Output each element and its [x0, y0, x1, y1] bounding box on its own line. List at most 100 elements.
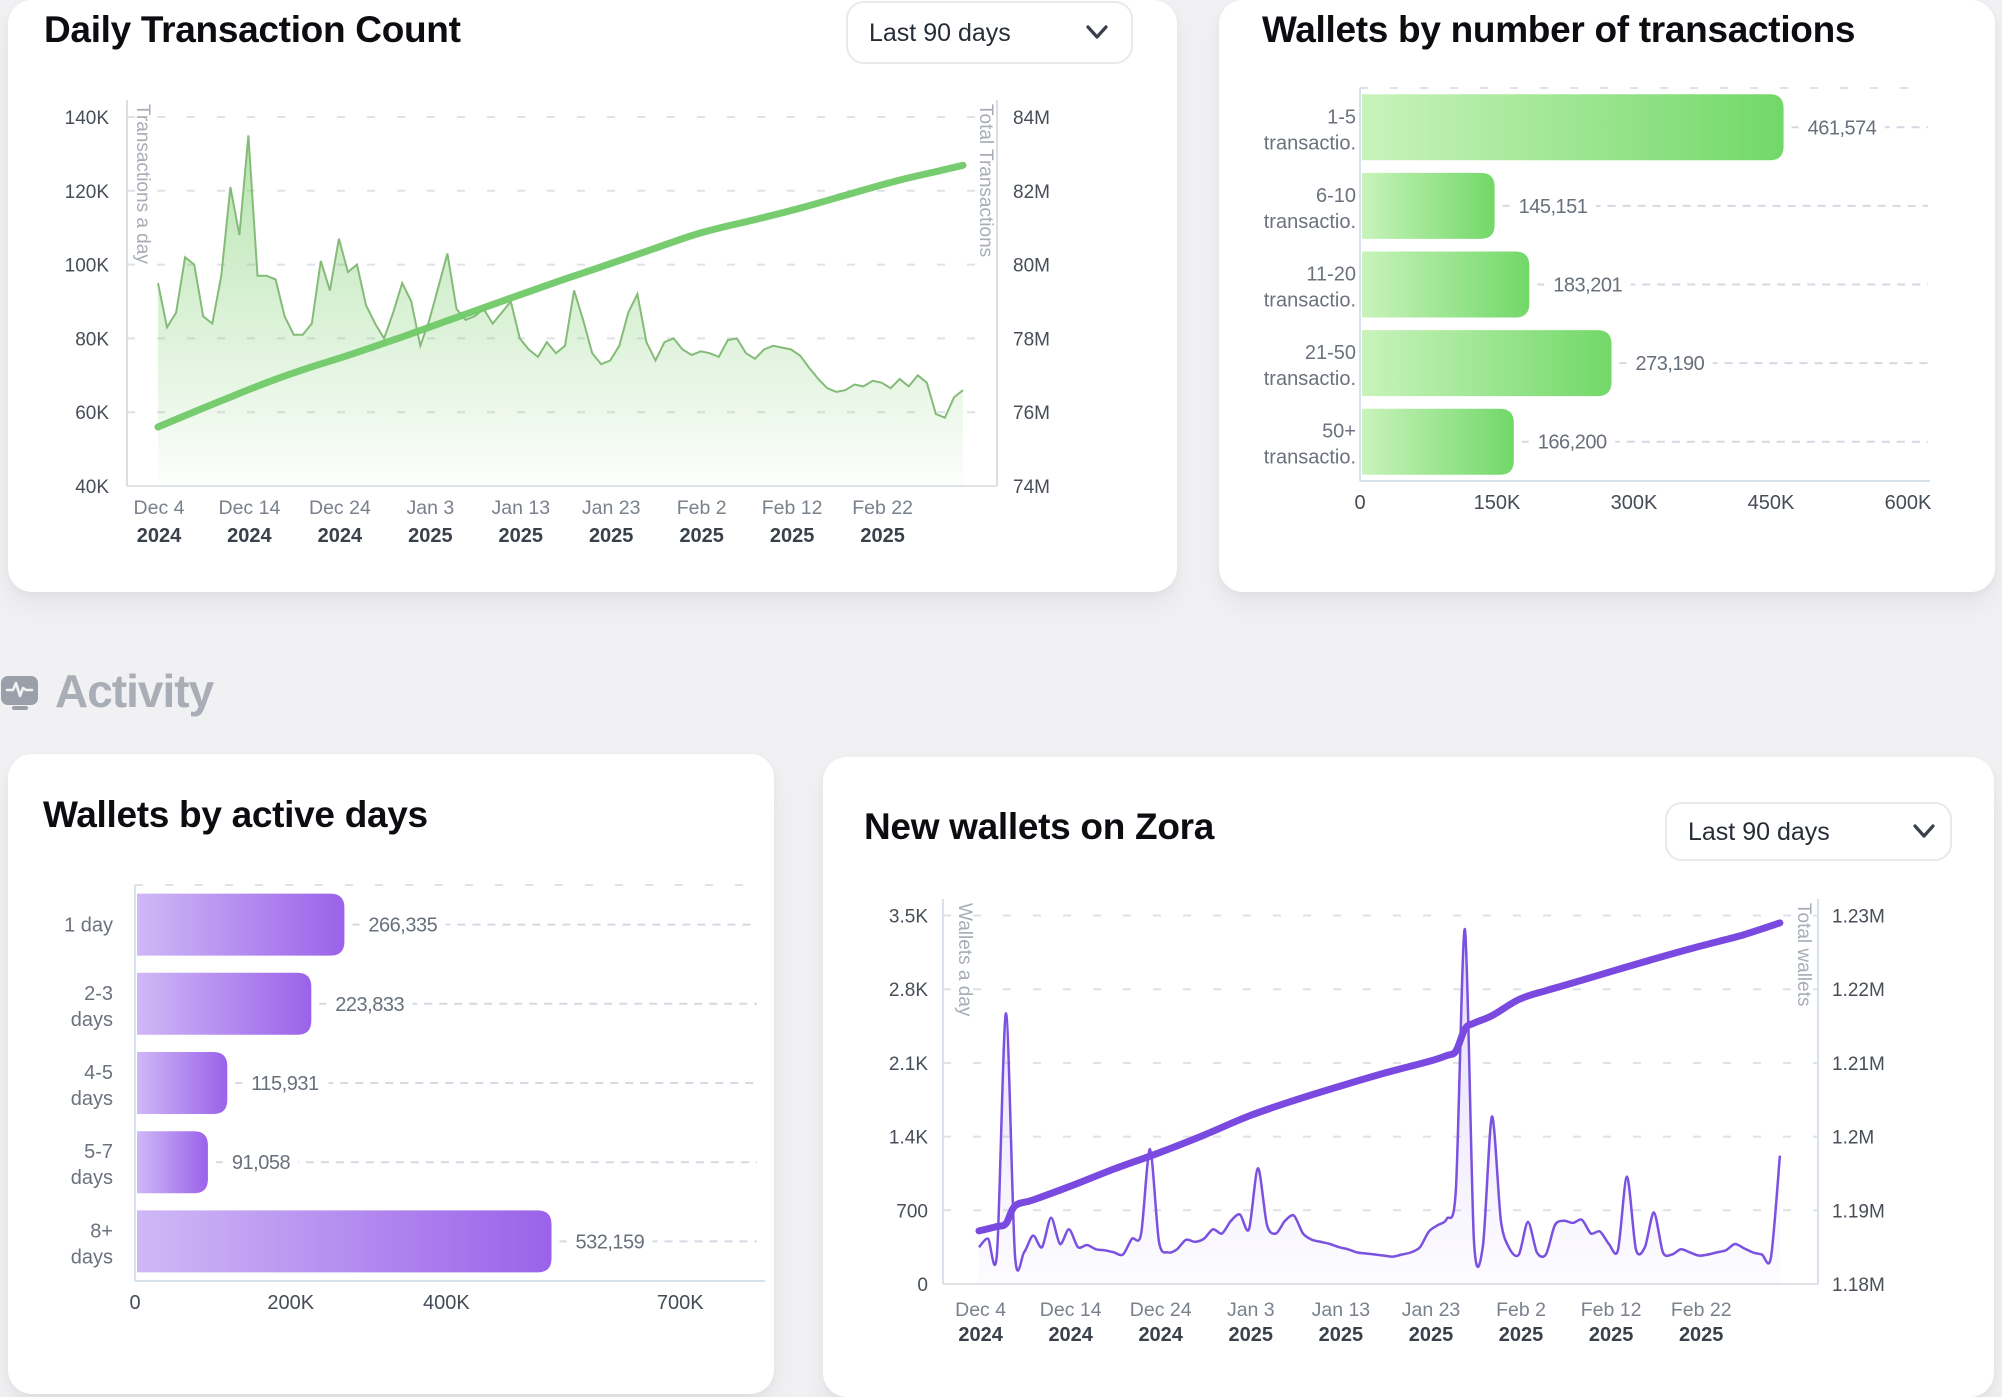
svg-text:200K: 200K [267, 1292, 314, 1314]
svg-text:2025: 2025 [1679, 1324, 1724, 1346]
svg-text:5-7: 5-7 [84, 1141, 113, 1163]
svg-text:2025: 2025 [1319, 1324, 1364, 1346]
svg-text:Dec 4: Dec 4 [955, 1299, 1006, 1321]
svg-text:2024: 2024 [1048, 1324, 1093, 1346]
svg-text:Feb 22: Feb 22 [852, 497, 913, 519]
svg-text:461,574: 461,574 [1808, 117, 1877, 139]
svg-text:120K: 120K [65, 182, 110, 203]
svg-text:74M: 74M [1013, 477, 1050, 498]
svg-text:150K: 150K [1474, 492, 1521, 514]
svg-text:1.22M: 1.22M [1832, 980, 1885, 1001]
svg-text:Jan 23: Jan 23 [582, 497, 641, 519]
svg-text:Wallets by active days: Wallets by active days [43, 794, 428, 835]
svg-text:2025: 2025 [499, 525, 544, 547]
svg-text:532,159: 532,159 [576, 1231, 645, 1253]
svg-text:600K: 600K [1885, 492, 1932, 514]
svg-text:1.2M: 1.2M [1832, 1128, 1874, 1149]
svg-text:84M: 84M [1013, 108, 1050, 129]
svg-text:11-20: 11-20 [1306, 264, 1356, 286]
svg-text:2.8K: 2.8K [889, 980, 928, 1001]
svg-text:Dec 14: Dec 14 [1040, 1299, 1102, 1321]
svg-text:Total wallets: Total wallets [1793, 903, 1814, 1007]
svg-text:Jan 3: Jan 3 [407, 497, 455, 519]
svg-text:2025: 2025 [770, 525, 815, 547]
svg-text:Daily Transaction Count: Daily Transaction Count [44, 9, 461, 50]
svg-text:1.4K: 1.4K [889, 1128, 928, 1149]
svg-text:1.19M: 1.19M [1832, 1201, 1885, 1222]
svg-text:183,201: 183,201 [1553, 275, 1622, 297]
svg-text:700K: 700K [657, 1292, 704, 1314]
svg-text:Feb 12: Feb 12 [762, 497, 823, 519]
svg-text:3.5K: 3.5K [889, 907, 928, 928]
svg-text:1-5: 1-5 [1327, 106, 1356, 128]
svg-text:78M: 78M [1013, 329, 1050, 350]
svg-text:8+: 8+ [90, 1220, 113, 1242]
svg-text:Jan 13: Jan 13 [1312, 1299, 1371, 1321]
svg-text:Feb 22: Feb 22 [1671, 1299, 1732, 1321]
svg-text:76M: 76M [1013, 403, 1050, 424]
svg-text:Dec 4: Dec 4 [134, 497, 185, 519]
svg-text:4-5: 4-5 [84, 1062, 113, 1084]
svg-text:700: 700 [896, 1201, 928, 1222]
svg-text:transactio.: transactio. [1264, 290, 1356, 312]
svg-text:166,200: 166,200 [1538, 432, 1607, 454]
svg-text:2025: 2025 [1409, 1324, 1454, 1346]
svg-text:21-50: 21-50 [1305, 342, 1356, 364]
svg-text:2025: 2025 [1229, 1324, 1274, 1346]
svg-text:days: days [71, 1009, 113, 1031]
svg-text:New wallets on Zora: New wallets on Zora [864, 806, 1215, 847]
svg-text:Wallets by number of transacti: Wallets by number of transactions [1262, 9, 1855, 50]
svg-text:2025: 2025 [679, 525, 724, 547]
svg-text:Last 90 days: Last 90 days [869, 19, 1011, 47]
svg-text:Dec 14: Dec 14 [219, 497, 281, 519]
svg-text:140K: 140K [65, 108, 110, 129]
svg-text:transactio.: transactio. [1264, 132, 1356, 154]
svg-text:2-3: 2-3 [84, 983, 113, 1005]
svg-text:2025: 2025 [1499, 1324, 1544, 1346]
svg-text:Feb 2: Feb 2 [677, 497, 727, 519]
svg-text:Wallets a day: Wallets a day [954, 903, 975, 1017]
svg-text:0: 0 [129, 1292, 140, 1314]
svg-text:1.18M: 1.18M [1832, 1275, 1885, 1296]
svg-text:Feb 12: Feb 12 [1581, 1299, 1642, 1321]
svg-text:91,058: 91,058 [232, 1152, 291, 1174]
svg-text:2024: 2024 [227, 525, 272, 547]
svg-text:50+: 50+ [1322, 421, 1356, 443]
svg-text:273,190: 273,190 [1636, 353, 1705, 375]
svg-text:Total Transactions: Total Transactions [975, 104, 996, 257]
svg-text:223,833: 223,833 [335, 994, 404, 1016]
svg-text:transactio.: transactio. [1264, 368, 1356, 390]
svg-text:days: days [71, 1167, 113, 1189]
svg-text:1.23M: 1.23M [1832, 907, 1885, 928]
svg-text:0: 0 [917, 1275, 928, 1296]
svg-text:2024: 2024 [958, 1324, 1003, 1346]
svg-text:450K: 450K [1748, 492, 1795, 514]
svg-text:60K: 60K [75, 403, 109, 424]
svg-text:2024: 2024 [137, 525, 182, 547]
svg-text:Jan 3: Jan 3 [1227, 1299, 1275, 1321]
svg-text:Jan 23: Jan 23 [1402, 1299, 1461, 1321]
svg-text:Jan 13: Jan 13 [492, 497, 551, 519]
svg-text:Feb 2: Feb 2 [1496, 1299, 1546, 1321]
svg-text:2025: 2025 [860, 525, 905, 547]
svg-text:2025: 2025 [589, 525, 634, 547]
svg-text:100K: 100K [65, 256, 110, 277]
svg-text:2025: 2025 [408, 525, 453, 547]
svg-text:Transactions a day: Transactions a day [132, 104, 153, 264]
svg-text:6-10: 6-10 [1316, 185, 1356, 207]
svg-text:1 day: 1 day [64, 915, 113, 937]
svg-text:266,335: 266,335 [368, 915, 437, 937]
svg-text:400K: 400K [423, 1292, 470, 1314]
svg-text:115,931: 115,931 [251, 1073, 319, 1095]
svg-text:2024: 2024 [318, 525, 363, 547]
svg-text:Last 90 days: Last 90 days [1688, 818, 1830, 846]
svg-text:transactio.: transactio. [1264, 447, 1356, 469]
svg-text:80K: 80K [75, 329, 109, 350]
svg-text:40K: 40K [75, 477, 109, 498]
svg-text:80M: 80M [1013, 256, 1050, 277]
svg-text:2.1K: 2.1K [889, 1054, 928, 1075]
svg-text:82M: 82M [1013, 182, 1050, 203]
svg-text:0: 0 [1354, 492, 1365, 514]
svg-text:transactio.: transactio. [1264, 211, 1356, 233]
svg-text:days: days [71, 1088, 113, 1110]
